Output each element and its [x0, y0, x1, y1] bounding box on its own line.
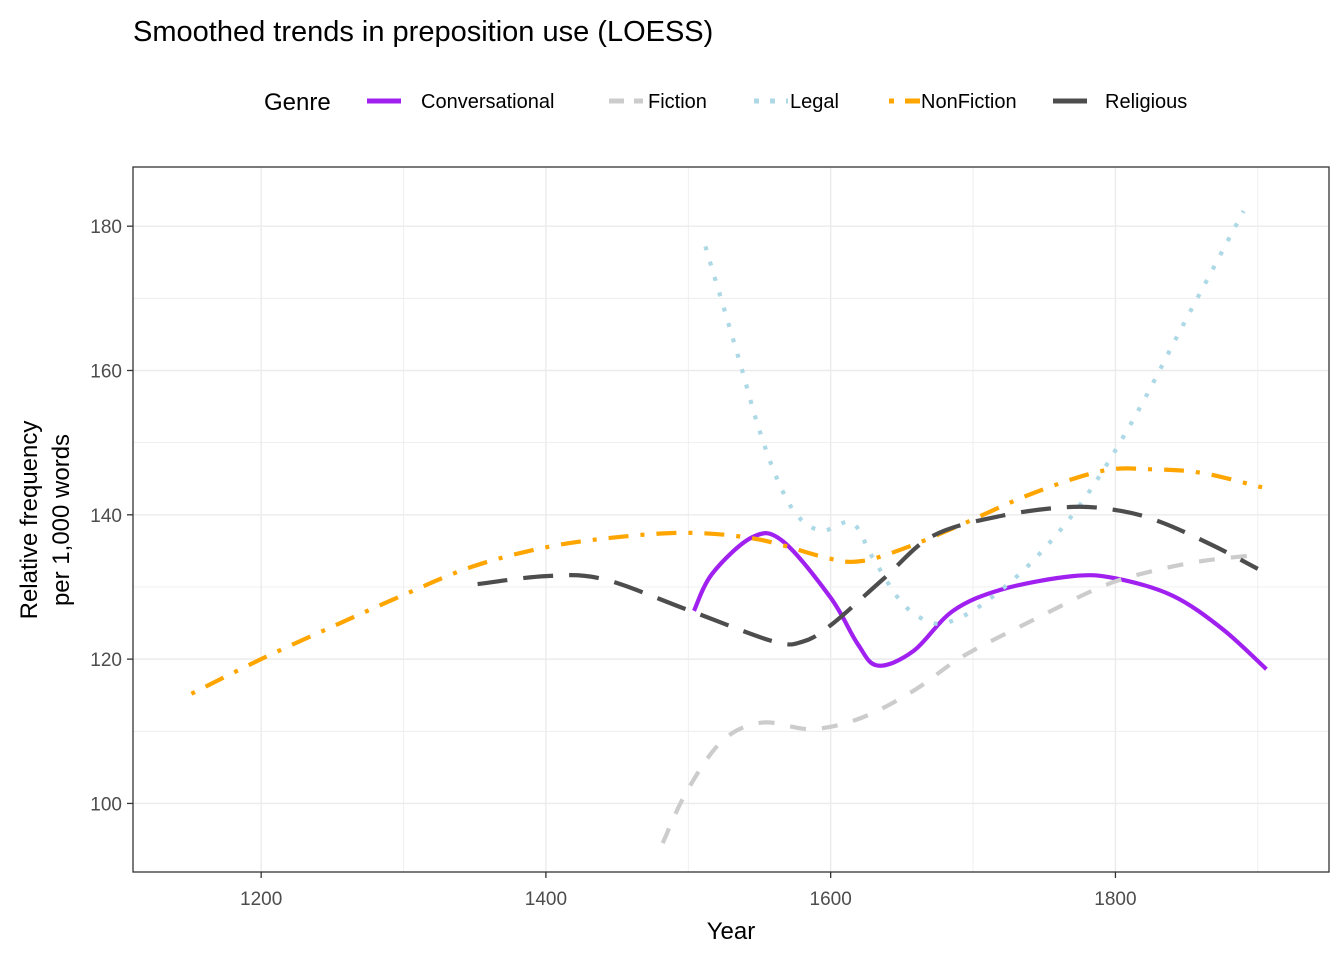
- y-tick-label: 180: [90, 217, 122, 238]
- y-axis-title-line-2: per 1,000 words: [48, 434, 75, 606]
- series-lines: [190, 210, 1268, 844]
- series-line-nonfiction: [190, 466, 1263, 696]
- legend-label-religious: Religious: [1105, 91, 1187, 113]
- y-axis-title-line-1: Relative frequency: [16, 421, 43, 620]
- x-tick-label: 1200: [240, 889, 282, 910]
- plot-panel: [132, 166, 1330, 873]
- plot-border: [132, 166, 1330, 873]
- legend-label-conversational: Conversational: [421, 91, 554, 113]
- series-line-fiction: [660, 553, 1249, 844]
- plot-background: [133, 167, 1329, 872]
- series-line-religious: [477, 504, 1259, 647]
- legend-label-fiction: Fiction: [648, 91, 707, 113]
- y-tick-label: 160: [90, 361, 122, 382]
- legend-label-legal: Legal: [790, 91, 839, 113]
- x-tick-label: 1400: [525, 889, 567, 910]
- y-axis: 100 120 140 160 180: [90, 217, 133, 815]
- legend-label-nonfiction: NonFiction: [921, 91, 1017, 113]
- x-tick-label: 1800: [1094, 889, 1136, 910]
- y-tick-label: 120: [90, 650, 122, 671]
- legend-title: Genre: [264, 89, 331, 116]
- y-tick-label: 100: [90, 794, 122, 815]
- x-axis-title: Year: [707, 918, 756, 945]
- chart-title: Smoothed trends in preposition use (LOES…: [133, 16, 713, 48]
- series-line-conversational: [692, 531, 1268, 671]
- x-tick-label: 1600: [810, 889, 852, 910]
- gridlines: [133, 167, 1329, 872]
- y-tick-label: 140: [90, 506, 122, 527]
- x-axis: 1200 1400 1600 1800: [240, 872, 1137, 910]
- legend: Genre Conversational Fiction Legal NonFicti…: [264, 89, 1187, 116]
